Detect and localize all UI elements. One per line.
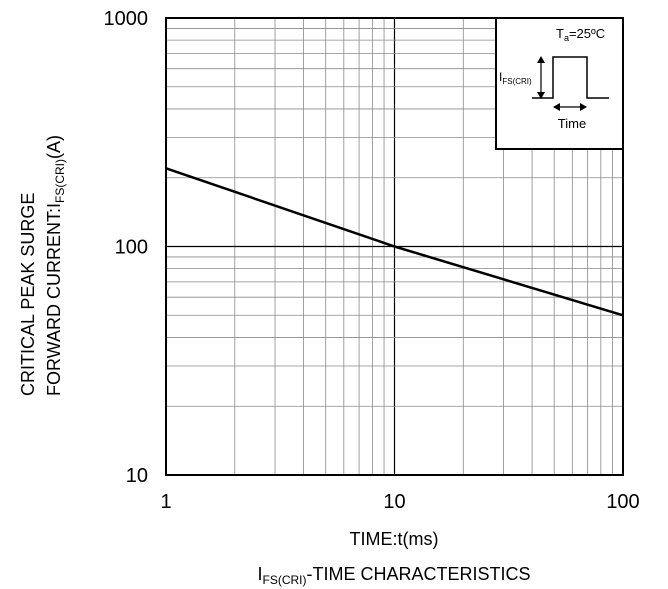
y-axis-label-unit: (A) xyxy=(44,135,64,159)
chart-title-rest: -TIME CHARACTERISTICS xyxy=(307,564,531,584)
chart-title-main: I xyxy=(257,564,262,584)
inset-box: Ta=25ºC IFS(CRI) Time xyxy=(495,17,624,150)
inset-pulse-label: IFS(CRI) xyxy=(499,70,532,86)
inset-temp-sub: a xyxy=(564,33,569,43)
tick-labels: 1 10 100 10 100 1000 xyxy=(104,8,640,513)
y-tick-label: 100 xyxy=(115,237,148,259)
inset-temperature: Ta=25ºC xyxy=(556,26,605,43)
y-tick-label: 1000 xyxy=(104,8,149,30)
duration-arrow-head-left xyxy=(553,103,560,111)
series-line-0 xyxy=(165,167,624,317)
inset-pulse-main: I xyxy=(499,70,502,84)
x-axis-label: TIME:t(ms) xyxy=(350,529,439,549)
inset-frame xyxy=(495,17,624,150)
y-axis-label-main: FORWARD CURRENT:I xyxy=(44,203,64,396)
series-layer xyxy=(165,167,624,317)
x-tick-label: 100 xyxy=(606,491,639,513)
inset-temp-main: T xyxy=(556,26,564,41)
inset-time-label: Time xyxy=(558,116,586,131)
pulse-waveform xyxy=(532,56,609,99)
chart-title: IFS(CRI)-TIME CHARACTERISTICS xyxy=(257,564,530,587)
chart-title-sub: FS(CRI) xyxy=(263,573,307,587)
x-tick-label: 10 xyxy=(383,491,405,513)
duration-arrow-head-right xyxy=(580,103,587,111)
inset-pulse-sub: FS(CRI) xyxy=(502,77,532,86)
y-axis-label-line1: CRITICAL PEAK SURGE xyxy=(18,193,38,396)
y-axis-label-sub: FS(CRI) xyxy=(53,159,67,203)
y-tick-label: 10 xyxy=(126,465,148,487)
plot-frame xyxy=(165,17,624,476)
y-axis-label-line2: FORWARD CURRENT:IFS(CRI)(A) xyxy=(44,135,67,396)
y-axis-label: CRITICAL PEAK SURGE FORWARD CURRENT:IFS(… xyxy=(18,135,67,396)
x-tick-label: 1 xyxy=(160,491,171,513)
amplitude-arrow-head-bottom xyxy=(537,92,545,99)
inset-temp-rest: =25ºC xyxy=(569,26,605,41)
amplitude-arrow-head-top xyxy=(537,56,545,63)
